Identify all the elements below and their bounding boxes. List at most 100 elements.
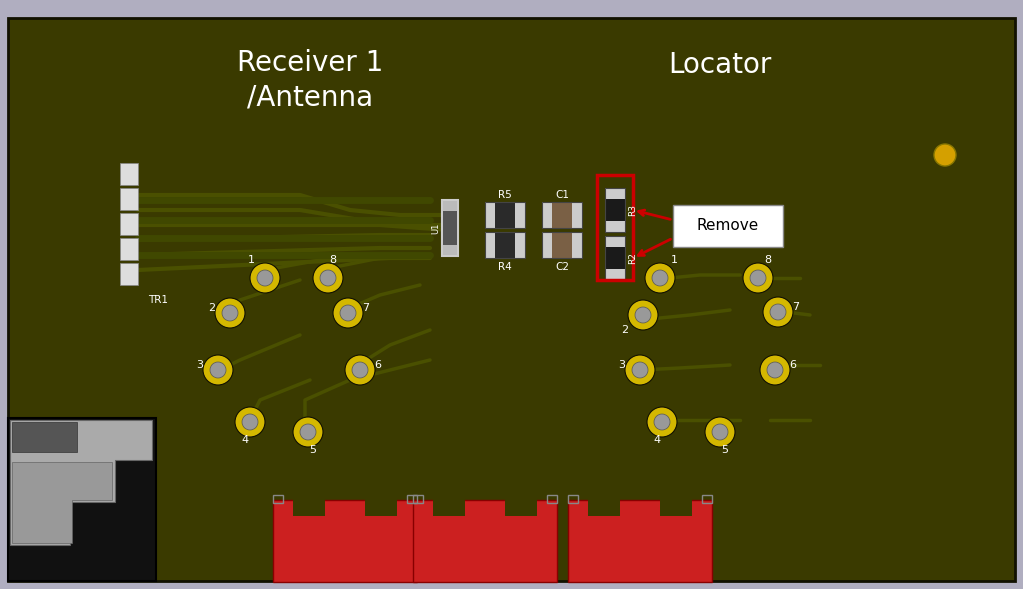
Text: 5: 5 [721,445,728,455]
Circle shape [250,263,280,293]
Circle shape [635,307,651,323]
Circle shape [210,362,226,378]
Bar [120,238,138,260]
Circle shape [345,355,375,385]
Text: 2: 2 [209,303,216,313]
Circle shape [760,355,790,385]
Bar [273,495,283,503]
Circle shape [632,362,648,378]
Circle shape [222,305,238,321]
Bar [605,199,625,221]
Bar [515,202,525,228]
Text: C2: C2 [555,262,569,272]
Circle shape [934,144,957,166]
Bar [12,422,77,452]
Bar [365,498,397,516]
Circle shape [652,270,668,286]
Bar [120,213,138,235]
Circle shape [300,424,316,440]
Bar [605,221,625,232]
Bar [572,202,582,228]
Bar [443,201,457,211]
Circle shape [203,355,233,385]
Bar [407,495,417,503]
Circle shape [654,414,670,430]
Text: 2: 2 [621,325,628,335]
Polygon shape [12,462,112,543]
Circle shape [770,304,786,320]
Bar [485,232,525,258]
Text: R3: R3 [628,204,637,216]
Text: 6: 6 [790,360,797,370]
Bar [702,495,712,503]
Bar [542,232,552,258]
Bar [542,202,552,228]
Bar [588,498,620,516]
Text: 7: 7 [362,303,369,313]
Text: R4: R4 [498,262,512,272]
Circle shape [743,263,773,293]
Bar [413,495,422,503]
Text: 7: 7 [793,302,800,312]
Bar [572,232,582,258]
Circle shape [763,297,793,327]
Bar [443,210,457,246]
Bar [485,202,495,228]
Circle shape [767,362,783,378]
Circle shape [242,414,258,430]
Circle shape [750,270,766,286]
Circle shape [215,298,244,328]
Bar [552,232,572,258]
Text: TR1: TR1 [148,295,168,305]
Text: 5: 5 [310,445,316,455]
Bar [443,245,457,255]
Text: C1: C1 [555,190,569,200]
Bar [413,500,557,582]
Bar [120,163,138,185]
Bar [552,202,572,228]
Text: 3: 3 [619,360,625,370]
Text: Locator: Locator [668,51,771,79]
Bar [120,263,138,285]
Text: 6: 6 [374,360,382,370]
Text: R2: R2 [628,252,637,264]
Bar [605,236,625,247]
Circle shape [333,298,363,328]
Text: Remove: Remove [697,219,759,233]
Circle shape [320,270,336,286]
Text: 4: 4 [241,435,249,445]
Circle shape [705,417,735,447]
Bar [568,500,712,582]
Text: 1: 1 [670,255,677,265]
Bar [605,247,625,269]
Circle shape [313,263,343,293]
Bar [442,200,458,256]
Bar [495,202,515,228]
Bar [120,188,138,210]
Polygon shape [10,420,152,545]
Circle shape [625,355,655,385]
Circle shape [644,263,675,293]
Bar [568,495,578,503]
Text: Receiver 1
/Antenna: Receiver 1 /Antenna [236,49,384,111]
Circle shape [340,305,356,321]
Text: 8: 8 [764,255,771,265]
Bar [660,498,692,516]
Circle shape [628,300,658,330]
Text: 3: 3 [196,360,204,370]
Circle shape [293,417,323,447]
Bar [547,495,557,503]
Bar [293,498,325,516]
Bar [495,232,515,258]
Bar [605,236,625,280]
Bar [273,500,417,582]
Bar [605,188,625,232]
Bar [8,418,155,581]
Bar [542,232,582,258]
Bar [433,498,465,516]
Bar [485,202,525,228]
Bar [485,232,495,258]
Text: 4: 4 [654,435,661,445]
Bar [515,232,525,258]
Bar [605,269,625,280]
